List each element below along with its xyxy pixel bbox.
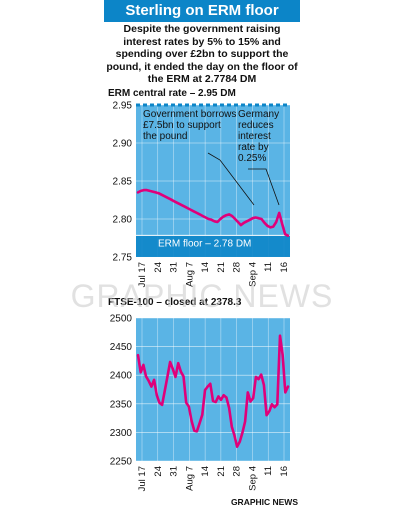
plot-background — [136, 318, 290, 461]
y-tick-label: 2300 — [110, 428, 133, 439]
x-tick-label: 28 — [232, 466, 243, 477]
annotation-germany: Germany reduces interest rate by 0.25% — [238, 109, 279, 164]
x-tick-label: Sep 4 — [247, 466, 258, 491]
x-tick-label: Sep 4 — [247, 262, 258, 287]
chart-title: Sterling on ERM floor — [104, 0, 300, 22]
annotation-government: Government borrows £7.5bn to support the p… — [143, 109, 236, 142]
charts-svg: 2.95 2.90 2.85 2.80 2.75 Jul 17 24 31 Aug 7 14 21 2… — [110, 101, 290, 491]
x-tick-label: 11 — [263, 262, 274, 272]
x-tick-label: Aug 7 — [184, 466, 195, 491]
y-tick-label: 2.90 — [113, 139, 133, 150]
annotation-pointer — [207, 152, 255, 206]
erm-floor-label: ERM floor – 2.78 DM — [158, 238, 251, 249]
annotation-pointer — [248, 168, 280, 206]
y-tick-label: 2500 — [110, 314, 133, 325]
y-tick-label: 2.85 — [113, 177, 133, 188]
credit-label: GRAPHIC NEWS — [230, 497, 298, 507]
erm-floor-band — [136, 235, 290, 257]
chart-subtitle: Despite the government raising interest … — [106, 23, 298, 85]
x-tick-label: 16 — [279, 466, 290, 477]
y-tick-label: 2250 — [110, 457, 133, 468]
watermark: GRAPHIC NEWS — [70, 278, 334, 314]
infographic: Sterling on ERM floor Despite the govern… — [104, 0, 300, 509]
x-tick-label: 28 — [232, 262, 243, 273]
series-line — [136, 334, 290, 449]
x-tick-label: Aug 7 — [184, 262, 195, 287]
x-tick-label: 31 — [169, 262, 180, 273]
x-tick-label: Jul 17 — [137, 466, 148, 491]
x-tick-label: 16 — [279, 262, 290, 273]
x-tick-label: 11 — [263, 466, 274, 476]
y-tick-label: 2.80 — [113, 215, 133, 226]
y-tick-label: 2.95 — [113, 101, 133, 112]
x-tick-label: 31 — [169, 466, 180, 477]
series-line — [136, 188, 290, 237]
erm-chart-label: ERM central rate – 2.95 DM — [108, 88, 236, 99]
x-tick-label: 21 — [216, 262, 227, 273]
y-tick-label: 2350 — [110, 399, 133, 410]
x-tick-label: 24 — [153, 466, 164, 477]
x-tick-label: 14 — [200, 466, 211, 477]
x-tick-label: 24 — [153, 262, 164, 273]
y-tick-label: 2450 — [110, 342, 133, 353]
ftse-chart-label: FTSE-100 – closed at 2378.3 — [108, 297, 242, 308]
x-tick-label: 14 — [200, 262, 211, 273]
x-tick-label: Jul 17 — [137, 262, 148, 287]
x-tick-label: 21 — [216, 466, 227, 477]
y-tick-label: 2400 — [110, 371, 133, 382]
y-tick-label: 2.75 — [113, 253, 133, 264]
